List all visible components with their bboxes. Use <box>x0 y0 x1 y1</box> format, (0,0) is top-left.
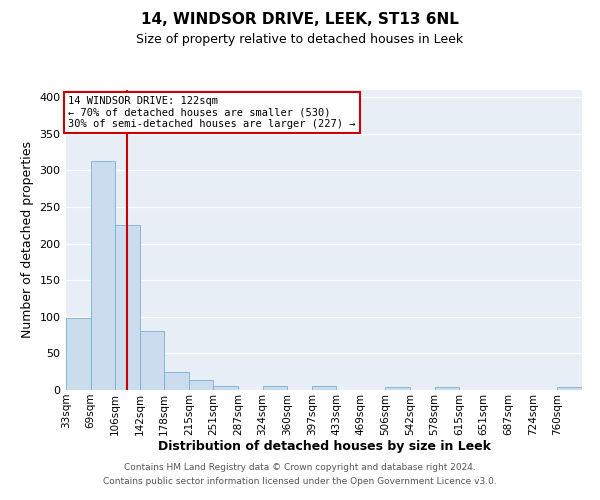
Text: Size of property relative to detached houses in Leek: Size of property relative to detached ho… <box>136 32 464 46</box>
Bar <box>91 161 115 390</box>
X-axis label: Distribution of detached houses by size in Leek: Distribution of detached houses by size … <box>157 440 491 454</box>
Bar <box>385 387 410 390</box>
Bar <box>263 386 287 390</box>
Bar <box>214 386 238 390</box>
Bar <box>189 380 214 390</box>
Text: Contains HM Land Registry data © Crown copyright and database right 2024.: Contains HM Land Registry data © Crown c… <box>124 464 476 472</box>
Bar <box>557 387 582 390</box>
Bar <box>164 372 189 390</box>
Text: Contains public sector information licensed under the Open Government Licence v3: Contains public sector information licen… <box>103 477 497 486</box>
Bar <box>140 330 164 390</box>
Bar <box>434 387 459 390</box>
Bar <box>312 386 336 390</box>
Text: 14 WINDSOR DRIVE: 122sqm
← 70% of detached houses are smaller (530)
30% of semi-: 14 WINDSOR DRIVE: 122sqm ← 70% of detach… <box>68 96 356 129</box>
Text: 14, WINDSOR DRIVE, LEEK, ST13 6NL: 14, WINDSOR DRIVE, LEEK, ST13 6NL <box>141 12 459 28</box>
Bar <box>66 318 91 390</box>
Y-axis label: Number of detached properties: Number of detached properties <box>21 142 34 338</box>
Bar <box>115 226 140 390</box>
